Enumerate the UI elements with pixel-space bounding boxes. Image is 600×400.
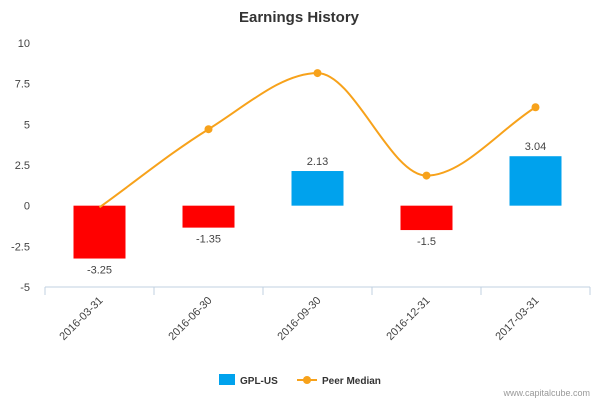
- peer-median-point: [313, 69, 322, 78]
- x-axis: 2016-03-31 2016-06-30 2016-09-30 2016-12-31…: [44, 286, 591, 343]
- x-tick-label: 2016-03-31: [57, 295, 105, 343]
- x-tick-label: 2017-03-31: [493, 295, 541, 343]
- chart-title: Earnings History: [239, 9, 360, 26]
- data-label: 3.04: [525, 141, 546, 153]
- bar-series-gpl-us: [73, 156, 562, 259]
- data-label: -1.5: [417, 236, 436, 248]
- bar: [182, 205, 235, 228]
- data-label: -1.35: [196, 234, 221, 246]
- bar: [400, 205, 453, 231]
- y-tick-label: 0: [24, 201, 30, 213]
- bar: [291, 171, 344, 206]
- y-tick-label: 5: [24, 119, 30, 131]
- line-series-peer-median: [98, 69, 540, 209]
- x-tick-label: 2016-09-30: [275, 295, 323, 343]
- legend-label-gpl-us: GPL-US: [240, 376, 278, 387]
- y-tick-label: 7.5: [15, 79, 30, 91]
- y-tick-label: -5: [20, 282, 30, 294]
- peer-median-point: [204, 125, 213, 134]
- bar: [73, 205, 126, 259]
- peer-median-point: [531, 103, 540, 112]
- y-axis: 10 7.5 5 2.5 0 -2.5 -5: [11, 38, 30, 294]
- x-tick-label: 2016-06-30: [166, 295, 214, 343]
- data-label: -3.25: [87, 265, 112, 277]
- legend-swatch-peer-median-marker: [303, 376, 311, 384]
- data-labels: -3.25 -1.35 2.13 -1.5 3.04: [87, 141, 546, 276]
- peer-median-point: [422, 171, 431, 180]
- legend: GPL-US Peer Median: [219, 374, 381, 387]
- y-tick-label: 2.5: [15, 160, 30, 172]
- data-label: 2.13: [307, 156, 328, 168]
- bar: [509, 156, 562, 206]
- legend-label-peer-median: Peer Median: [322, 376, 381, 387]
- y-tick-label: 10: [18, 38, 30, 50]
- x-tick-label: 2016-12-31: [384, 295, 432, 343]
- y-tick-label: -2.5: [11, 241, 30, 253]
- credit-text: www.capitalcube.com: [502, 388, 590, 398]
- legend-swatch-gpl-us: [219, 374, 235, 385]
